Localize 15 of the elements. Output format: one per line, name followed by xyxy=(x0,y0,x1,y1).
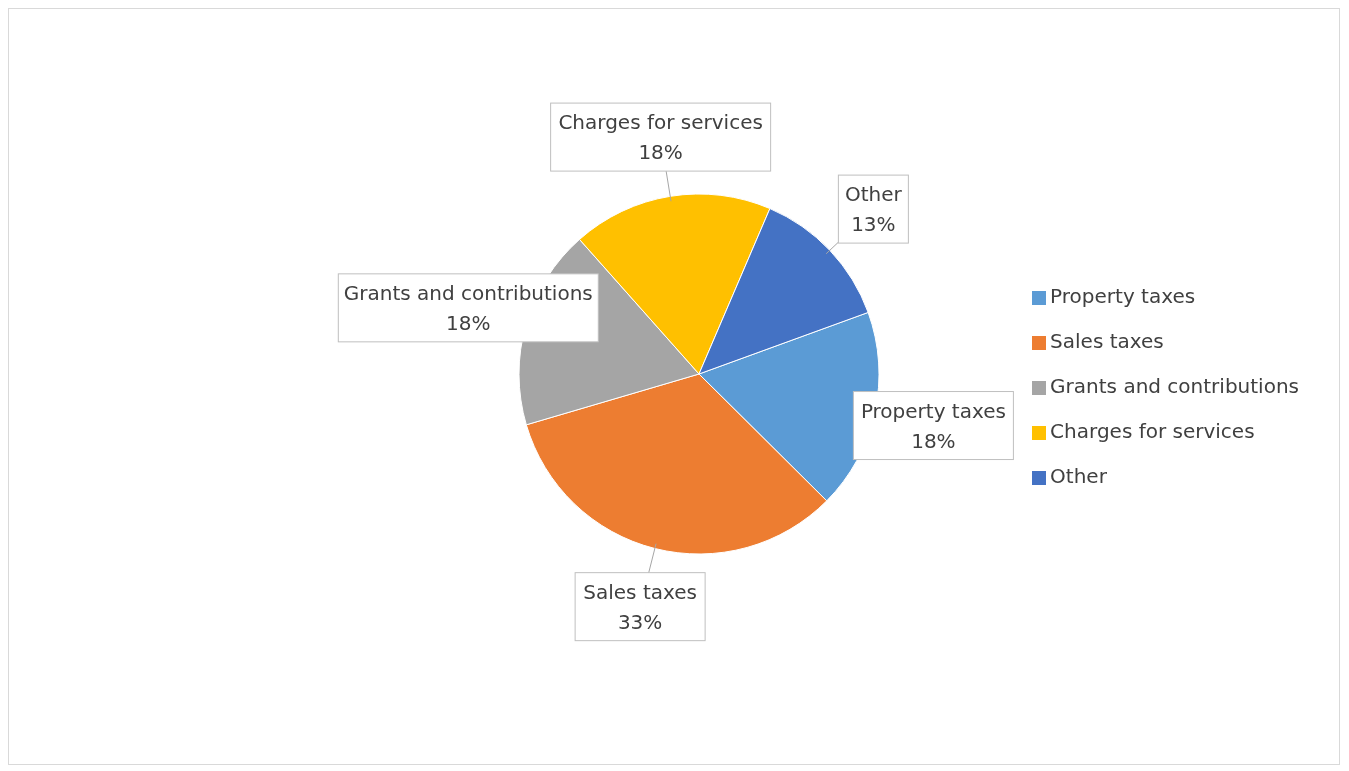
data-label: 18% xyxy=(446,310,491,335)
slice-label: Other xyxy=(844,182,903,207)
slice-label: Grants and contributions xyxy=(343,280,593,305)
data-label: 18% xyxy=(911,428,956,453)
slice-label: Sales taxes xyxy=(583,579,697,604)
legend-label: Other xyxy=(1050,464,1107,488)
slice-label: Property taxes xyxy=(860,398,1006,423)
legend-label: Grants and contributions xyxy=(1050,374,1299,398)
legend-label: Sales taxes xyxy=(1050,329,1164,353)
data-label: 18% xyxy=(638,140,683,165)
slice-label: Charges for services xyxy=(558,110,763,135)
data-label: 13% xyxy=(851,212,896,237)
legend-label: Charges for services xyxy=(1050,419,1255,443)
data-label: 33% xyxy=(617,609,663,634)
legend-label: Property taxes xyxy=(1050,284,1196,308)
